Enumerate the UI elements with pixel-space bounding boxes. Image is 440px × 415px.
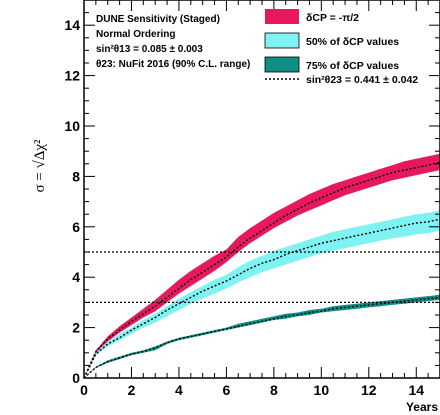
- x-tick-label: 8: [270, 382, 278, 398]
- x-tick-label: 0: [80, 382, 88, 398]
- y-tick-label: 6: [72, 219, 80, 235]
- legend-swatch-teal: [264, 56, 300, 73]
- x-tick-label: 12: [361, 382, 377, 398]
- x-axis-label: Years: [406, 400, 438, 414]
- axis-ticks: 0 2 4 6 8 10 12 14 0 2 4 6 8 10 12 14: [64, 0, 440, 398]
- info-line-3: sin²θ13 = 0.085 ± 0.003: [96, 44, 203, 55]
- central-curves: [83, 161, 440, 379]
- legend-label-teal: 75% of δCP values: [306, 60, 399, 72]
- central-curve-50: [83, 218, 440, 379]
- legend-swatch-cyan: [264, 32, 300, 49]
- legend: δCP = -π/2 50% of δCP values 75% of δCP …: [264, 9, 418, 86]
- y-tick-label: 12: [64, 68, 80, 84]
- band-layer: [84, 153, 440, 378]
- band-dcp-minus-half-pi: [84, 153, 440, 378]
- x-tick-label: 14: [408, 382, 424, 398]
- x-tick-label: 4: [175, 382, 183, 398]
- legend-label-cyan: 50% of δCP values: [306, 36, 399, 48]
- reference-lines: [84, 251, 440, 304]
- y-tick-label: 8: [72, 168, 80, 184]
- y-axis-label: σ = √Δχ²: [32, 139, 48, 193]
- central-curve-dcp: [83, 161, 440, 379]
- band-50-percent: [84, 210, 440, 378]
- y-tick-label: 2: [72, 320, 80, 336]
- legend-label-dotted: sin²θ23 = 0.441 ± 0.042: [306, 74, 418, 86]
- info-line-4: θ23: NuFit 2016 (90% C.L. range): [96, 59, 250, 70]
- x-tick-label: 10: [314, 382, 330, 398]
- x-tick-label: 2: [128, 382, 136, 398]
- y-tick-label: 14: [64, 17, 80, 33]
- y-tick-label: 4: [72, 269, 80, 285]
- info-line-2: Normal Ordering: [96, 29, 175, 40]
- x-tick-label: 6: [223, 382, 231, 398]
- info-line-1: DUNE Sensitivity (Staged): [96, 14, 220, 25]
- y-tick-label: 10: [64, 118, 80, 134]
- info-box: DUNE Sensitivity (Staged) Normal Orderin…: [96, 14, 250, 70]
- legend-label-red: δCP = -π/2: [306, 12, 359, 24]
- band-75-percent: [84, 294, 440, 378]
- central-curve-75: [83, 296, 440, 379]
- legend-swatch-red: [265, 9, 299, 24]
- y-tick-label: 0: [72, 370, 80, 386]
